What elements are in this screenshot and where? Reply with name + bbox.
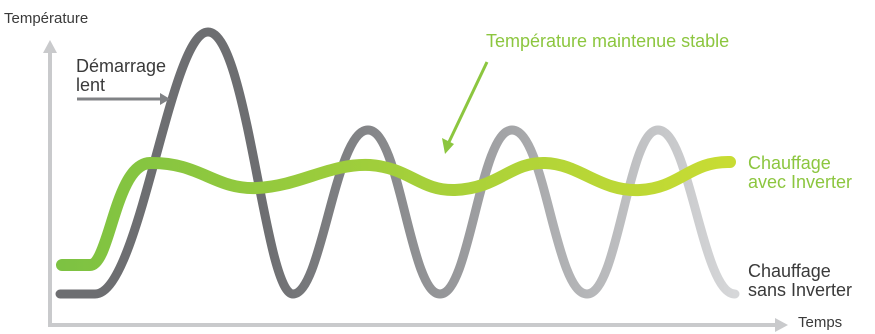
- no-inverter-heating-label-line1: Chauffage: [748, 261, 831, 281]
- stable-callout-arrow: [447, 61, 489, 143]
- stable-temperature-label: Température maintenue stable: [486, 31, 730, 51]
- inverter-heating-label: Chauffage avec Inverter: [748, 154, 852, 192]
- arrowhead-right-icon: [775, 318, 788, 332]
- curve-with-inverter: [56, 155, 736, 271]
- no-inverter-heating-label-line2: sans Inverter: [748, 279, 853, 300]
- x-axis-title: Temps: [798, 314, 843, 331]
- arrowhead-down-icon: [442, 138, 454, 154]
- no-inverter-heating-label: Chauffage sans Inverter: [748, 262, 852, 300]
- arrowhead-up-icon: [43, 40, 57, 53]
- slow-start-label-line1: Démarrage: [76, 56, 167, 76]
- inverter-heating-label-line2: avec Inverter: [748, 171, 853, 192]
- slow-start-label-line2: lent: [76, 74, 106, 95]
- inverter-heating-label-line1: Chauffage: [748, 153, 831, 173]
- slow-start-label: Démarrage lent: [76, 57, 166, 95]
- arrowhead-right-icon: [160, 93, 170, 105]
- y-axis-title: Température: [4, 10, 89, 27]
